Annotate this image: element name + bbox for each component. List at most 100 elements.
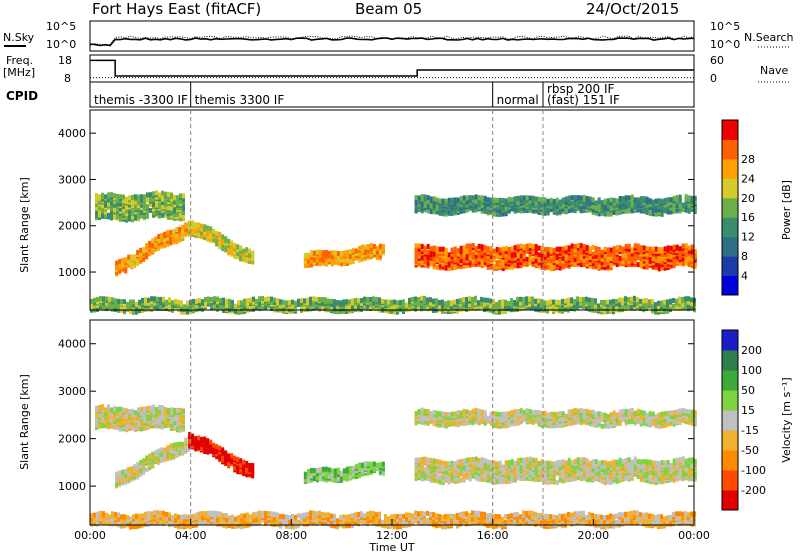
heatmap-cell — [423, 296, 426, 301]
heatmap-cell — [146, 413, 149, 419]
heatmap-cell — [657, 263, 661, 269]
heatmap-cell — [498, 299, 501, 305]
heatmap-cell — [687, 299, 690, 305]
heatmap-cell — [528, 195, 532, 201]
heatmap-cell — [345, 257, 349, 263]
heatmap-cell — [624, 199, 628, 205]
heatmap-cell — [258, 306, 261, 312]
heatmap-cell — [486, 246, 490, 252]
heatmap-cell — [177, 299, 180, 305]
heatmap-cell — [345, 306, 348, 312]
heatmap-cell — [179, 421, 182, 427]
heatmap-cell — [624, 470, 628, 476]
heatmap-cell — [468, 260, 472, 266]
heatmap-cell — [561, 459, 565, 465]
heatmap-cell — [504, 460, 508, 466]
heatmap-cell — [131, 210, 134, 215]
heatmap-cell — [180, 300, 183, 306]
heatmap-cell — [498, 468, 502, 474]
heatmap-cell — [186, 300, 189, 306]
heatmap-cell — [639, 249, 643, 255]
heatmap-cell — [690, 244, 694, 250]
heatmap-cell — [306, 476, 310, 482]
heatmap-cell — [417, 253, 421, 259]
heatmap-cell — [124, 468, 128, 474]
heatmap-cell — [151, 461, 155, 467]
heatmap-cell — [200, 442, 204, 448]
heatmap-cell — [98, 194, 101, 200]
heatmap-cell — [243, 301, 246, 307]
heatmap-cell — [372, 244, 376, 249]
heatmap-cell — [567, 472, 571, 477]
heatmap-cell — [315, 475, 319, 481]
heatmap-cell — [438, 300, 441, 305]
heatmap-cell — [161, 204, 164, 210]
heatmap-cell — [555, 197, 559, 203]
heatmap-cell — [375, 249, 379, 255]
colorbar-swatch — [722, 256, 738, 277]
heatmap-cell — [591, 463, 595, 469]
heatmap-cell — [381, 298, 384, 304]
cpid-panel: CPID themis -3300 IF themis 3300 IF normal… — [6, 81, 695, 108]
heatmap-cell — [621, 246, 625, 252]
heatmap-cell — [525, 261, 529, 267]
heatmap-cell — [165, 299, 168, 305]
frequency-trace — [90, 59, 694, 77]
heatmap-cell — [645, 196, 649, 202]
heatmap-cell — [158, 420, 161, 426]
heatmap-cell — [690, 255, 694, 261]
heatmap-cell — [576, 296, 579, 302]
heatmap-cell — [255, 304, 258, 310]
heatmap-cell — [137, 200, 140, 206]
heatmap-cell — [375, 245, 379, 251]
heatmap-cell — [420, 198, 424, 204]
heatmap-cell — [474, 197, 478, 203]
heatmap-cell — [510, 298, 513, 303]
heatmap-cell — [414, 203, 418, 209]
heatmap-cell — [178, 226, 182, 232]
heatmap-cell — [357, 298, 360, 304]
heatmap-cell — [312, 296, 315, 302]
heatmap-cell — [113, 413, 116, 419]
heatmap-cell — [504, 252, 508, 258]
heatmap-cell — [414, 249, 418, 255]
heatmap-cell — [498, 247, 502, 253]
heatmap-cell — [690, 297, 693, 303]
heatmap-cell — [242, 464, 246, 470]
heatmap-cell — [672, 303, 675, 309]
heatmap-cell — [118, 476, 122, 482]
heatmap-cell — [121, 469, 125, 475]
heatmap-cell — [432, 209, 436, 215]
heatmap-cell — [624, 458, 628, 463]
heatmap-cell — [480, 203, 484, 209]
heatmap-cell — [468, 296, 471, 302]
heatmap-cell — [170, 196, 173, 202]
heatmap-cell — [609, 200, 613, 206]
cpid-segment-label: themis -3300 IF — [94, 93, 188, 107]
heatmap-cell — [648, 205, 652, 211]
heatmap-cell — [612, 469, 616, 475]
heatmap-cell — [684, 301, 687, 307]
heatmap-cell — [140, 210, 143, 216]
y-tick-label: 1000 — [58, 266, 86, 279]
heatmap-cell — [612, 203, 616, 209]
heatmap-cell — [417, 246, 421, 252]
heatmap-cell — [423, 199, 427, 205]
heatmap-cell — [131, 214, 134, 220]
heatmap-cell — [330, 254, 334, 260]
heatmap-cell — [690, 301, 693, 307]
heatmap-cell — [161, 405, 164, 411]
heatmap-cell — [657, 255, 661, 260]
heatmap-cell — [498, 250, 502, 256]
heatmap-cell — [537, 461, 541, 467]
heatmap-cell — [552, 461, 556, 467]
heatmap-cell — [354, 303, 357, 309]
heatmap-cell — [126, 301, 129, 307]
heatmap-cell — [270, 299, 273, 305]
heatmap-cell — [582, 262, 586, 268]
heatmap-cell — [540, 210, 544, 216]
heatmap-cell — [561, 255, 565, 261]
heatmap-cell — [104, 213, 107, 219]
heatmap-cell — [258, 296, 261, 302]
heatmap-cell — [471, 243, 475, 248]
